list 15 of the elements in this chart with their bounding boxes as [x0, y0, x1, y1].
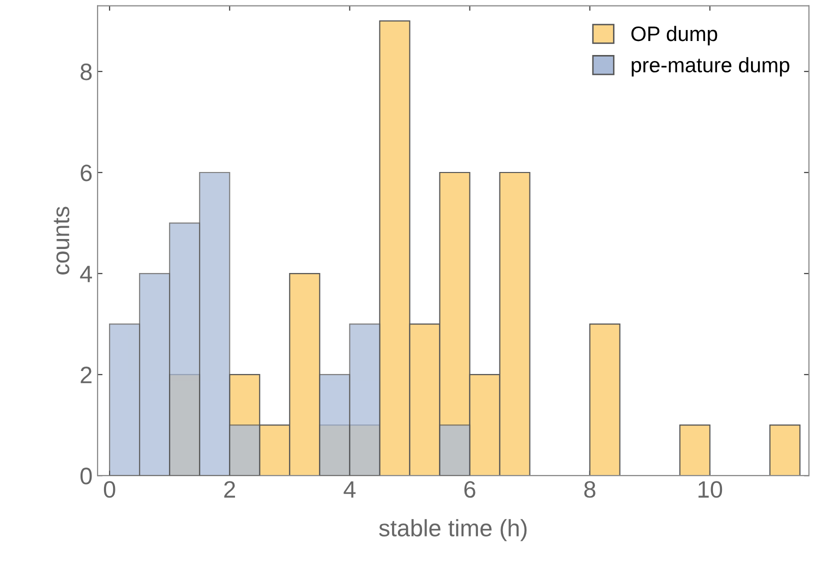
x-tick-label: 10	[698, 481, 722, 498]
y-axis-title: counts	[54, 206, 70, 274]
x-axis-title: stable time (h)	[379, 519, 527, 542]
y-tick-label: 4	[80, 266, 92, 282]
y-tick-label: 8	[80, 64, 92, 80]
y-tick-label: 6	[80, 164, 92, 182]
x-tick-label: 0	[104, 481, 116, 498]
x-tick-label: 4	[344, 481, 356, 498]
x-tick-label: 8	[584, 481, 596, 498]
x-tick-label: 6	[464, 481, 476, 498]
x-tick-label: 2	[224, 481, 236, 498]
y-tick-label: 2	[80, 366, 92, 384]
legend-label: OP dump	[631, 26, 718, 46]
y-tick-label: 0	[80, 468, 92, 484]
legend-label: pre-mature dump	[632, 57, 790, 77]
